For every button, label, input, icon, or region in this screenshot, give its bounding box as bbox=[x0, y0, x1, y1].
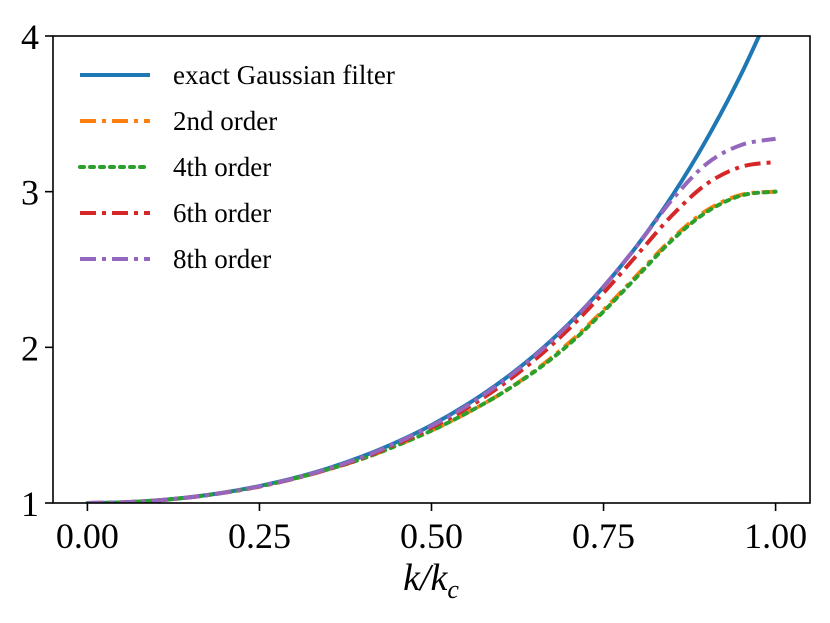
legend: exact Gaussian filter 2nd order 4th order 6… bbox=[78, 60, 395, 274]
series-line-3 bbox=[85, 189, 778, 503]
y-tick-label: 1 bbox=[21, 484, 39, 524]
legend-item-3: 4th order bbox=[78, 152, 271, 182]
x-axis-label: k/kc bbox=[403, 557, 459, 604]
legend-label: 2nd order bbox=[173, 106, 277, 136]
series-line-5 bbox=[87, 136, 776, 503]
x-tick-label: 1.00 bbox=[744, 516, 807, 556]
legend-label: 8th order bbox=[173, 244, 271, 274]
legend-item-2: 2nd order bbox=[80, 106, 277, 136]
x-axis-label-subscript: c bbox=[447, 575, 459, 604]
x-tick-label: 0.50 bbox=[400, 516, 463, 556]
x-tick-label: 0.25 bbox=[228, 516, 291, 556]
tick-layer: 0.00 0.25 0.50 0.75 1.00 1 2 3 4 bbox=[21, 17, 807, 556]
x-tick-label: 0.00 bbox=[56, 516, 119, 556]
y-tick-label: 3 bbox=[21, 173, 39, 213]
x-tick-label: 0.75 bbox=[572, 516, 635, 556]
legend-item-5: 8th order bbox=[80, 244, 271, 274]
y-tick-label: 2 bbox=[21, 328, 39, 368]
series-layer bbox=[85, 36, 778, 503]
y-tick-label: 4 bbox=[21, 17, 39, 57]
legend-item-4: 6th order bbox=[80, 198, 271, 228]
x-axis-label-main: k/k bbox=[403, 557, 448, 599]
legend-label: 6th order bbox=[173, 198, 271, 228]
legend-item-1: exact Gaussian filter bbox=[80, 60, 395, 90]
legend-label: 4th order bbox=[173, 152, 271, 182]
legend-label: exact Gaussian filter bbox=[173, 60, 395, 90]
